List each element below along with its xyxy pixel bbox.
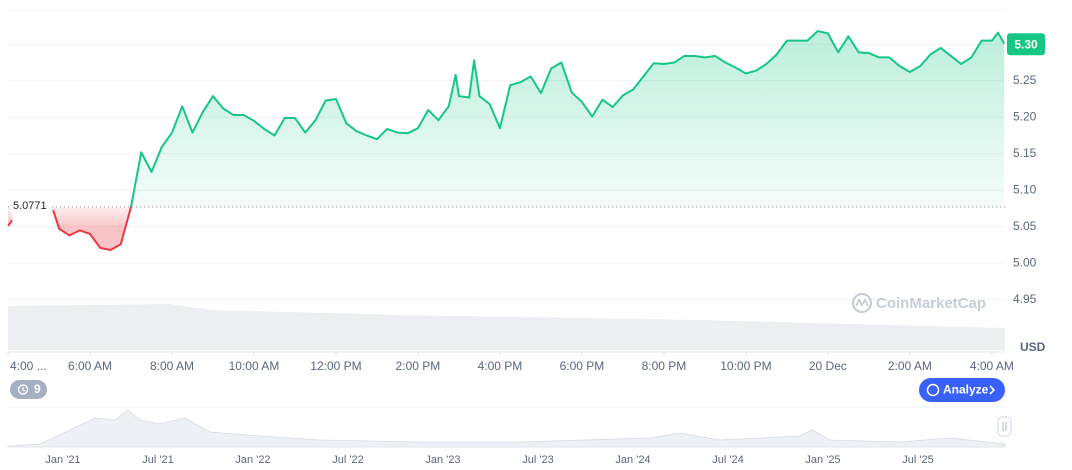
navigator-area [7, 409, 1006, 448]
navigator-handle[interactable] [997, 416, 1012, 437]
navigator-label: Jan '25 [805, 454, 840, 466]
navigator-label: Jan '24 [615, 454, 650, 466]
y-tick-label: 5.25 [1013, 73, 1037, 87]
history-icon[interactable] [17, 384, 29, 395]
x-tick-label: 6:00 PM [560, 359, 605, 373]
navigator-label: Jul '24 [712, 454, 743, 466]
x-tick-label: 8:00 AM [150, 359, 194, 373]
history-badge-bg[interactable] [10, 380, 47, 399]
navigator[interactable] [7, 406, 1012, 448]
area-fill [8, 31, 1005, 251]
y-tick-label: 5.00 [1013, 255, 1037, 269]
y-tick-label: 5.05 [1013, 219, 1037, 233]
analyze-button[interactable]: Analyze [919, 378, 1005, 402]
y-tick-label: 5.15 [1013, 146, 1037, 160]
navigator-label: Jul '22 [332, 454, 363, 466]
navigator-label: Jan '21 [45, 454, 80, 466]
watermark: CoinMarketCap [851, 292, 986, 314]
y-tick-label: 5.20 [1013, 109, 1037, 123]
x-tick-label: 12:00 PM [310, 359, 361, 373]
line-layer [7, 30, 1006, 252]
navigator-label: Jul '21 [142, 454, 173, 466]
watermark-text: CoinMarketCap [876, 295, 986, 312]
navigator-labels: Jan '21 Jul '21 Jan '22 Jul '22 Jan '23 Jul '… [45, 454, 933, 466]
currency: USD [1020, 340, 1046, 354]
x-tick-label: 2:00 AM [888, 359, 932, 373]
x-tick-label: 2:00 PM [396, 359, 441, 373]
price-line [7, 30, 1006, 252]
navigator-label: Jul '23 [522, 454, 553, 466]
watermark-logo [851, 292, 873, 314]
history-icon-hands[interactable] [22, 387, 26, 392]
watermark-logo-mark [855, 298, 869, 307]
analyze-label[interactable]: Analyze [943, 383, 989, 397]
fill-layer [8, 31, 1005, 251]
x-tick-label: 4:00 PM [478, 359, 523, 373]
x-tick-label: 10:00 AM [229, 359, 280, 373]
x-tick-label: 4:00 AM [970, 359, 1014, 373]
history-count[interactable]: 9 [34, 382, 41, 396]
x-tick-label: 8:00 PM [642, 359, 687, 373]
history-badge[interactable]: 9 [10, 380, 47, 399]
current-price-label: 5.30 [1014, 37, 1038, 51]
x-tick-label: 20 Dec [809, 359, 847, 373]
baseline-label-bg [10, 198, 52, 213]
navigator-label: Jan '23 [425, 454, 460, 466]
volume-band [8, 304, 1005, 350]
analyze-icon[interactable] [926, 383, 940, 397]
y-tick-label: 5.10 [1013, 182, 1037, 196]
navigator-label: Jul '25 [902, 454, 933, 466]
navigator-label: Jan '22 [235, 454, 270, 466]
navigator-handle-grip[interactable] [1002, 422, 1007, 431]
analyze-chevron[interactable] [989, 385, 996, 395]
current-price-badge [1007, 33, 1045, 56]
baseline-label: 5.0771 [13, 200, 47, 212]
x-tick-label: 10:00 PM [720, 359, 771, 373]
analyze-button-bg[interactable] [919, 378, 1005, 402]
y-tick-label: 4.95 [1013, 292, 1037, 306]
x-tick-label: 6:00 AM [68, 359, 112, 373]
x-tick-label: 4:00 ... [10, 359, 47, 373]
